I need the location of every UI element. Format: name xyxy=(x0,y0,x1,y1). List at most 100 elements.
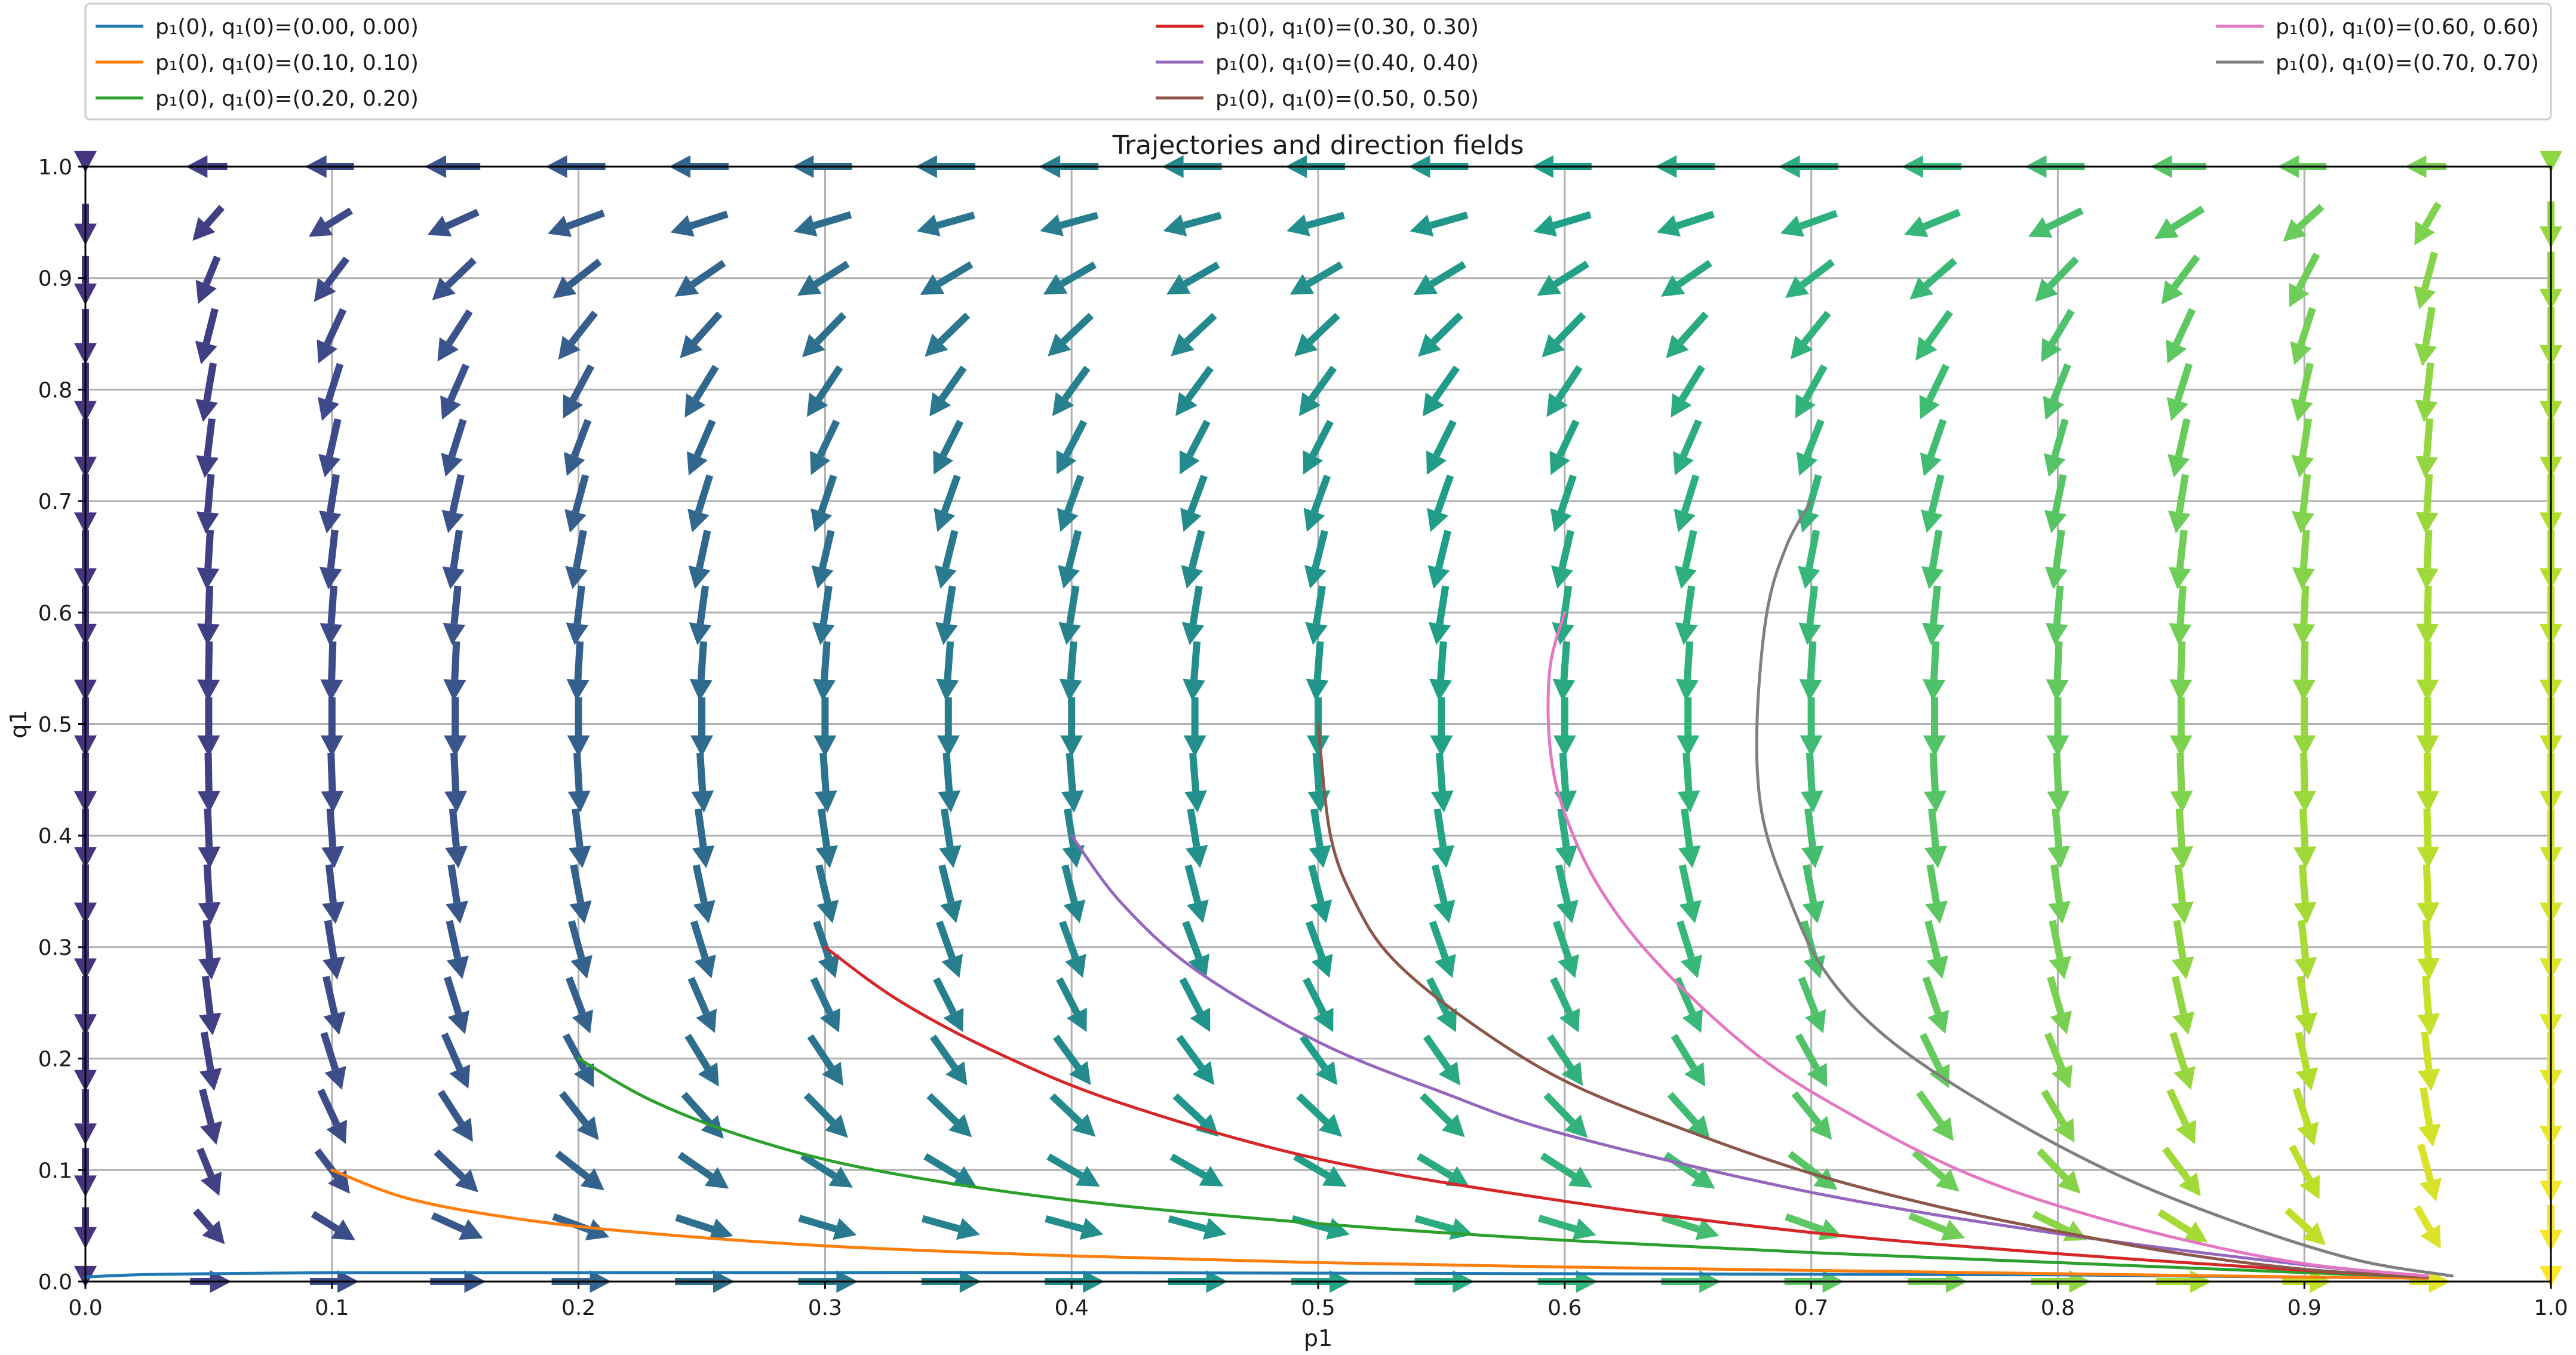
direction-arrow-head xyxy=(810,450,831,475)
direction-arrow-head xyxy=(689,622,712,646)
direction-arrow-head xyxy=(2293,846,2317,869)
direction-arrow-head xyxy=(445,846,468,868)
direction-arrow-head xyxy=(1682,1009,1703,1033)
direction-arrow xyxy=(1043,261,1097,295)
direction-arrow-head xyxy=(2154,218,2179,239)
direction-arrow-shaft xyxy=(1553,260,1589,287)
direction-arrow xyxy=(2293,864,2317,924)
direction-arrow xyxy=(196,418,219,478)
trajectory-line-5 xyxy=(1316,723,2430,1279)
direction-arrow-shaft xyxy=(1429,211,1469,229)
direction-arrow-head xyxy=(1057,508,1079,532)
y-tick-label: 0.2 xyxy=(38,1047,72,1072)
direction-arrow-head xyxy=(945,1061,968,1086)
direction-arrow-shaft xyxy=(2423,809,2432,847)
direction-arrow-head xyxy=(2171,901,2194,924)
direction-arrow xyxy=(815,864,839,924)
direction-arrow-shaft xyxy=(1558,474,1577,514)
direction-arrow-shaft xyxy=(434,1149,466,1180)
direction-arrow-shaft xyxy=(451,641,460,680)
direction-arrow xyxy=(198,864,221,924)
y-tick-label: 0.9 xyxy=(38,267,72,291)
direction-arrow-head xyxy=(1677,790,1700,813)
direction-arrow-head xyxy=(1923,735,1946,757)
direction-arrow-head xyxy=(956,1218,980,1240)
direction-arrow-shaft xyxy=(204,418,216,457)
direction-arrow-head xyxy=(694,954,716,979)
direction-arrow-head xyxy=(1549,450,1570,475)
direction-arrow-shaft xyxy=(1929,585,1941,625)
direction-arrow xyxy=(1912,1150,1960,1192)
direction-arrow-head xyxy=(572,1009,594,1034)
direction-arrow xyxy=(2043,363,2071,420)
direction-arrow-head xyxy=(446,955,469,979)
direction-arrow-shaft xyxy=(1429,920,1449,959)
direction-arrow-head xyxy=(2302,1222,2326,1245)
direction-arrow-head xyxy=(1553,735,1576,757)
direction-arrow-head xyxy=(2172,956,2194,980)
direction-arrow-shaft xyxy=(2052,808,2063,847)
direction-arrow-head xyxy=(686,451,708,476)
direction-arrow-shaft xyxy=(1434,474,1454,514)
direction-arrow xyxy=(938,752,961,813)
direction-arrow-head xyxy=(446,901,468,924)
direction-arrow xyxy=(2041,309,2075,362)
direction-arrow-shaft xyxy=(1929,752,1939,792)
direction-arrow-head xyxy=(2415,511,2439,534)
direction-arrow xyxy=(1795,364,1828,419)
direction-arrow-shaft xyxy=(2422,201,2442,229)
direction-arrow xyxy=(2044,474,2067,533)
direction-arrow xyxy=(565,976,594,1034)
direction-arrow xyxy=(432,257,477,300)
direction-arrow xyxy=(938,808,962,868)
direction-arrow-shaft xyxy=(1064,474,1085,514)
direction-arrow-head xyxy=(1307,735,1330,757)
direction-arrow xyxy=(2047,808,2071,868)
direction-arrow xyxy=(197,752,220,813)
direction-arrow xyxy=(444,976,469,1034)
direction-arrow-shaft xyxy=(2176,585,2187,625)
legend-label: p₁(0), q₁(0)=(0.70, 0.70) xyxy=(2276,51,2539,75)
direction-arrow-shaft xyxy=(1799,210,1838,230)
direction-arrow-head xyxy=(2051,1065,2073,1089)
direction-arrow-shaft xyxy=(2177,641,2186,680)
direction-arrow-shaft xyxy=(444,976,462,1015)
direction-arrow-shaft xyxy=(807,1034,834,1070)
direction-arrow-head xyxy=(1175,392,1198,416)
direction-arrow-head xyxy=(566,679,589,702)
direction-arrow xyxy=(1426,419,1457,475)
direction-arrow xyxy=(1286,211,1345,236)
direction-arrow-shaft xyxy=(1930,641,1940,680)
direction-arrow xyxy=(565,530,588,589)
direction-arrow xyxy=(2046,697,2070,757)
direction-arrow xyxy=(1922,976,1949,1034)
direction-arrow xyxy=(1677,752,1700,813)
direction-arrow xyxy=(195,362,218,422)
direction-arrow-shaft xyxy=(1310,474,1331,514)
direction-arrow-shaft xyxy=(819,752,830,792)
x-tick-label: 0.3 xyxy=(808,1296,842,1320)
direction-arrow xyxy=(323,920,345,980)
direction-arrow xyxy=(1303,977,1334,1033)
direction-arrow xyxy=(2049,920,2071,979)
direction-arrow-shaft xyxy=(569,310,598,345)
direction-arrow-shaft xyxy=(328,641,337,680)
direction-arrow-shaft xyxy=(204,809,213,847)
direction-arrow-head xyxy=(1318,1114,1342,1137)
direction-arrow-head xyxy=(696,1009,717,1033)
direction-arrow-shaft xyxy=(574,641,584,680)
direction-arrow xyxy=(2415,418,2439,478)
direction-arrow-shaft xyxy=(196,1147,215,1178)
direction-arrow xyxy=(441,1032,471,1089)
direction-arrow xyxy=(2295,1031,2318,1091)
direction-arrow xyxy=(813,641,836,702)
direction-arrow-head xyxy=(1076,1166,1100,1187)
direction-arrow xyxy=(1306,641,1329,701)
direction-arrow xyxy=(2166,1088,2197,1144)
direction-arrow-head xyxy=(320,623,343,646)
direction-arrow-shaft xyxy=(202,308,219,345)
x-tick-label: 1.0 xyxy=(2534,1296,2568,1320)
legend-frame xyxy=(84,2,2552,121)
direction-arrow xyxy=(2047,752,2070,813)
direction-arrow xyxy=(2415,530,2439,590)
